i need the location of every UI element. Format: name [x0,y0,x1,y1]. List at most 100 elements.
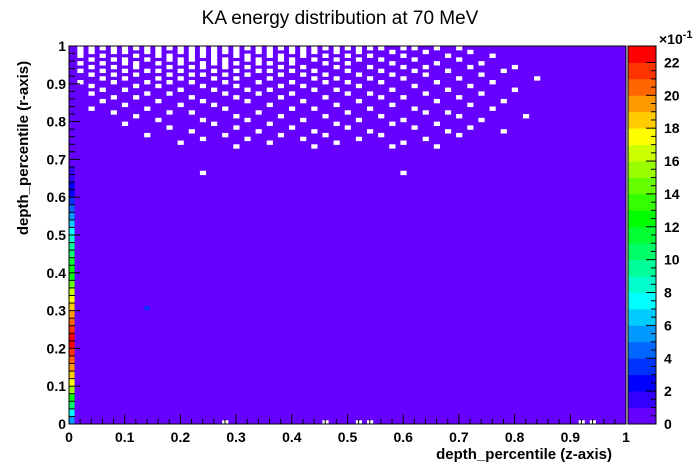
empty-cell [133,72,140,77]
empty-cell [244,46,251,51]
empty-cell [222,91,229,96]
empty-cell [344,125,351,130]
empty-cell [478,72,485,77]
empty-cell [277,53,285,58]
empty-cell [344,91,351,96]
colorbar-swatch [628,210,656,228]
empty-cell [222,57,229,62]
empty-cell [411,125,418,130]
empty-cell [77,61,84,66]
empty-cell [322,72,329,77]
heatmap [69,46,626,425]
heatmap-cell [69,310,75,319]
colorbar-swatch [628,78,656,96]
y-tick-label: 0.2 [47,340,67,356]
empty-cell [88,83,95,89]
heatmap-cell [69,212,75,221]
empty-cell [188,72,195,77]
x-axis: 0 0.1 0.2 0.3 0.4 0.5 0.6 0.7 0.8 0.9 1 [65,414,630,445]
empty-cell [233,125,240,130]
heatmap-cell [69,371,75,380]
empty-cell [211,102,218,108]
empty-cell [311,57,318,62]
heatmap-cell [69,348,75,357]
empty-cell [199,53,207,58]
heatmap-cell [69,272,75,281]
empty-cell [99,46,106,51]
colorbar-swatch [628,259,656,277]
empty-cell [199,72,207,77]
empty-cell [422,110,429,115]
empty-cell [144,68,151,74]
colorbar-swatch [628,193,656,211]
empty-cell [366,129,374,134]
empty-cell [244,64,251,70]
empty-cell [333,64,340,70]
empty-cell [266,46,273,51]
empty-cell [266,76,273,81]
empty-cell [88,106,95,111]
colorbar-swatch [628,292,656,310]
heatmap-cell [69,386,75,395]
colorbar-swatch [628,325,656,343]
empty-cell [289,68,296,74]
empty-cell [233,76,240,81]
empty-cell [300,83,307,89]
empty-cell [222,64,229,70]
empty-cell [355,46,363,51]
empty-cell [211,46,218,51]
empty-cell [433,121,441,126]
y-axis: 0 0.1 0.2 0.3 0.4 0.5 0.6 0.7 0.8 0.9 1 [47,38,80,432]
empty-cell [188,110,195,115]
empty-cell [366,53,374,58]
empty-cell [478,117,485,123]
x-tick-label: 0.8 [505,429,525,445]
empty-cell [433,98,441,104]
empty-cell [211,61,218,66]
empty-cell [456,76,463,81]
empty-cell [188,57,195,62]
empty-cell [456,95,463,100]
heatmap-cell [69,197,75,206]
heatmap-cell [69,250,75,259]
empty-cell [322,132,329,138]
empty-cell [99,53,106,58]
empty-cell [199,98,207,104]
empty-cell [77,46,84,51]
y-tick-label: 0.7 [47,151,67,167]
empty-cell [411,83,418,89]
empty-cell [400,117,407,123]
empty-cell [311,87,318,92]
empty-cell [266,140,273,145]
heatmap-cell [69,287,75,296]
empty-cell [177,61,184,66]
heatmap-cell [69,325,75,334]
empty-cell [289,61,296,66]
empty-cell [199,46,207,51]
colorbar-swatch [628,358,656,376]
colorbar-swatch [628,46,656,63]
empty-cell [344,68,351,74]
empty-cell [77,68,84,74]
y-tick-label: 0.5 [47,227,67,243]
empty-cell [211,53,218,58]
empty-cell [266,53,273,58]
empty-cell [155,98,162,104]
empty-cell [110,95,117,100]
empty-cell [244,87,251,92]
empty-cell [199,64,207,70]
empty-cell [188,53,195,58]
y-tick-label: 0.8 [47,114,67,130]
empty-cell [378,68,385,74]
empty-cell [456,57,463,62]
empty-cell [333,102,340,108]
heatmap-cell [69,363,75,372]
colorbar-swatch [628,341,656,359]
empty-cell [456,46,463,51]
empty-cell [333,49,340,55]
y-tick-label: 0.4 [47,265,67,281]
empty-cell [355,98,363,104]
colorbar-tick-label: 20 [664,87,680,103]
empty-cell [88,46,95,51]
colorbar-swatch [628,111,656,129]
